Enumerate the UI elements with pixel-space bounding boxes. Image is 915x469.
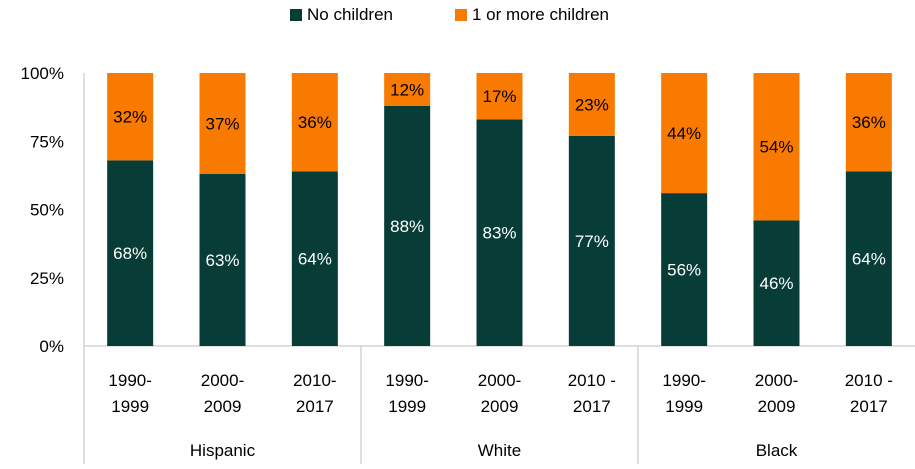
data-label: 37% [205,115,239,134]
y-tick-label: 50% [30,201,64,220]
bar-segment [753,73,800,221]
legend-label: No children [307,5,393,24]
bar-segment [384,73,431,106]
x-category-label: 1999 [665,397,703,416]
data-label: 36% [852,113,886,132]
y-tick-label: 75% [30,132,64,151]
x-category-label: 2000- [201,371,244,390]
data-label: 83% [482,224,516,243]
data-label: 77% [575,232,609,251]
data-label: 17% [482,87,516,106]
data-label: 36% [298,113,332,132]
x-category-label: 2017 [296,397,334,416]
data-label: 44% [667,124,701,143]
x-category-label: 1990- [108,371,151,390]
x-category-label: 2000- [478,371,521,390]
group-label: White [478,441,521,460]
data-label: 64% [852,250,886,269]
bar-segment [568,135,615,346]
bar-segment [291,73,338,172]
y-tick-label: 0% [39,337,64,356]
bar-segment [291,171,338,346]
data-label: 46% [759,274,793,293]
y-tick-label: 100% [21,64,64,83]
legend-swatch [290,9,302,21]
bar-segment [107,73,154,161]
bar-segment [845,73,892,172]
x-category-label: 2017 [850,397,888,416]
x-category-label: 1990- [385,371,428,390]
x-category-label: 2009 [758,397,796,416]
data-label: 56% [667,261,701,280]
legend-swatch [455,9,467,21]
x-category-label: 2010- [293,371,336,390]
bar-segment [661,73,708,194]
x-category-label: 2010 - [568,371,616,390]
x-category-label: 2009 [204,397,242,416]
data-label: 63% [205,251,239,270]
x-category-label: 1999 [388,397,426,416]
bar-segment [384,105,431,346]
x-category-label: 2000- [755,371,798,390]
x-category-label: 2010 - [845,371,893,390]
bar-segment [107,160,154,346]
y-tick-label: 25% [30,269,64,288]
bar-segment [845,171,892,346]
data-label: 64% [298,250,332,269]
bar-segment [199,174,246,346]
data-label: 32% [113,108,147,127]
legend-label: 1 or more children [472,5,609,24]
data-label: 68% [113,244,147,263]
data-label: 88% [390,217,424,236]
data-label: 23% [575,95,609,114]
data-label: 12% [390,80,424,99]
bar-segment [199,73,246,175]
x-category-label: 1990- [662,371,705,390]
bar-segment [476,119,523,346]
bar-segment [476,73,523,120]
bar-segment [753,220,800,346]
group-label: Hispanic [190,441,256,460]
x-category-label: 1999 [111,397,149,416]
group-label: Black [756,441,798,460]
data-label: 54% [759,138,793,157]
x-category-label: 2017 [573,397,611,416]
x-category-label: 2009 [481,397,519,416]
bar-segment [661,193,708,346]
bar-segment [568,73,615,136]
